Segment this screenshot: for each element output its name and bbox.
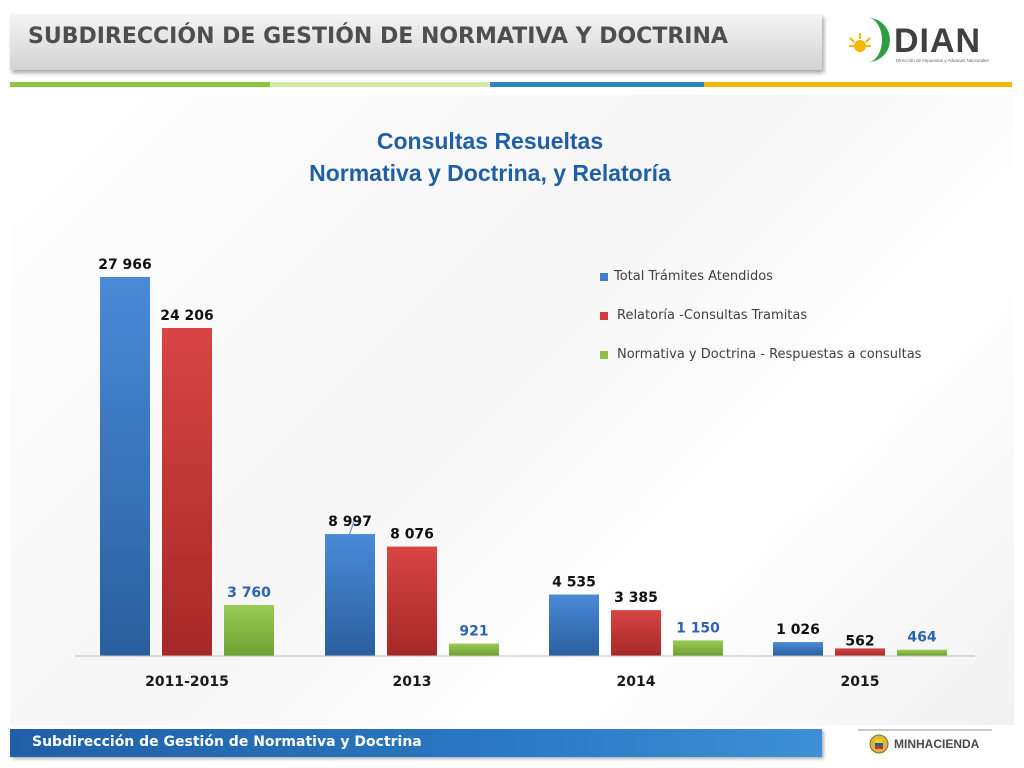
header-banner <box>10 14 822 70</box>
sun-emblem-icon <box>849 18 890 62</box>
legend-swatch-relatoria <box>600 312 608 320</box>
footer-bar <box>10 729 822 757</box>
page-title: SUBDIRECCIÓN DE GESTIÓN DE NORMATIVA Y D… <box>28 24 728 49</box>
strip-segment-4 <box>704 82 1012 87</box>
ministry-name: MINHACIENDA <box>894 737 980 751</box>
strip-segment-2 <box>270 82 490 87</box>
strip-segment-1 <box>10 82 270 87</box>
footer-text: Subdirección de Gestión de Normativa y D… <box>32 734 422 750</box>
chart-title-line-2: Normativa y Doctrina, y Relatoría <box>309 160 671 186</box>
legend-swatch-total <box>600 273 608 281</box>
coat-of-arms-icon <box>869 734 889 754</box>
legend-swatch-normativa <box>600 351 608 359</box>
dian-logo: DIAN Dirección de Impuestos y Aduanas Na… <box>846 16 996 68</box>
legend-label-normativa: Normativa y Doctrina - Respuestas a cons… <box>617 347 922 362</box>
legend-label-total: Total Trámites Atendidos <box>614 269 773 284</box>
chart-title-line-1: Consultas Resueltas <box>376 128 604 154</box>
logo-subtitle: Dirección de Impuestos y Aduanas Naciona… <box>896 58 989 63</box>
minhacienda-logo: MINHACIENDA <box>858 729 992 757</box>
content-panel <box>10 95 1014 725</box>
logo-wordmark: DIAN <box>894 22 982 60</box>
legend-label-relatoria: Relatoría -Consultas Tramitas <box>617 308 808 323</box>
strip-segment-3 <box>490 82 704 87</box>
